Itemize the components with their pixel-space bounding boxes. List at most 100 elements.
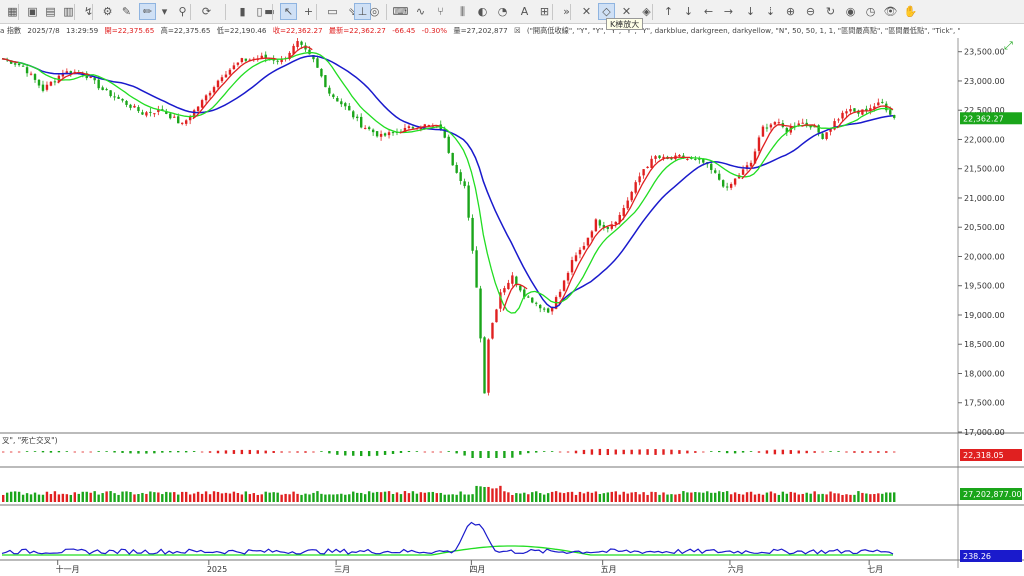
bookmark-icon[interactable]: ▥	[63, 5, 74, 18]
record-icon[interactable]: ◉	[845, 5, 856, 18]
candle-body	[817, 125, 820, 133]
compress-icon[interactable]: ✕	[621, 5, 632, 18]
macd-bar	[853, 451, 856, 453]
candle-body	[423, 124, 427, 128]
window-icon[interactable]: ▣	[27, 5, 38, 18]
clock-icon[interactable]: ◷	[865, 5, 876, 18]
candle-body	[41, 84, 45, 91]
volume-bar	[845, 494, 848, 502]
zoom-in-arrows-icon[interactable]: ✕	[581, 5, 592, 18]
rotate-icon[interactable]: ↻	[825, 5, 836, 18]
candle-body	[360, 116, 363, 128]
tools-icon[interactable]: ✎	[121, 5, 132, 18]
gann-icon[interactable]: ◐	[477, 5, 488, 18]
updown-icon[interactable]: ◈	[642, 5, 651, 18]
candle-body	[825, 132, 828, 139]
indicator-icon[interactable]: ↯	[83, 5, 94, 18]
magnify-plus-icon[interactable]: ⊕	[785, 5, 796, 18]
volume-bar	[881, 493, 884, 502]
expand-icon[interactable]: »	[563, 5, 570, 18]
fork-icon[interactable]: ⑂	[437, 5, 444, 18]
candle-body	[562, 280, 566, 291]
candle-body	[542, 308, 546, 310]
candle-body	[606, 227, 610, 229]
comment-icon[interactable]: ▭	[327, 5, 338, 18]
text-tool-icon[interactable]: A	[520, 5, 529, 18]
volume-bar	[184, 491, 188, 502]
candle	[893, 114, 896, 120]
hand-icon[interactable]: ✋	[903, 5, 918, 18]
candle	[379, 130, 383, 141]
zoom-circle-icon[interactable]: ◎	[369, 5, 380, 18]
candle	[125, 99, 128, 108]
candle-body	[184, 120, 188, 124]
chart-area[interactable]: 23,500.00 23,000.00 22,500.00 22,000.00 21,5…	[0, 38, 1024, 576]
close-box-icon[interactable]: ☒	[514, 26, 521, 35]
bar-chart-icon[interactable]: ▯	[256, 5, 263, 18]
candle	[288, 51, 291, 61]
candle	[455, 162, 458, 174]
candle	[17, 63, 21, 67]
arrow-bottom-icon[interactable]: ↓	[745, 5, 756, 18]
volume-bar	[81, 491, 84, 502]
arrow-up-icon[interactable]: ↑	[663, 5, 674, 18]
candle	[137, 105, 140, 113]
refresh-icon[interactable]: ⟳	[201, 5, 212, 18]
toolbar-separator	[570, 4, 571, 20]
grid-tool-icon[interactable]: ⊞	[539, 5, 550, 18]
arrow-right-icon[interactable]: →	[723, 5, 734, 18]
magnify-minus-icon[interactable]: ⊖	[805, 5, 816, 18]
candle-body	[598, 220, 602, 226]
arc-icon[interactable]: ◔	[497, 5, 508, 18]
chart-corner-icon[interactable]: ⤢	[1004, 39, 1013, 52]
time-tick-label: 2025	[207, 565, 227, 574]
bar-down-icon[interactable]: ⇣	[765, 5, 776, 18]
macd-bar	[415, 451, 419, 452]
volume-icon[interactable]: ▬	[264, 5, 275, 18]
volume-bar	[415, 493, 419, 502]
candle-body	[829, 128, 832, 132]
candle	[606, 226, 610, 233]
macd-bar	[837, 451, 840, 452]
time-tick-label: 七月	[867, 565, 883, 574]
crosshair-icon[interactable]: +	[303, 5, 314, 18]
candle	[503, 285, 506, 296]
candle-body	[177, 116, 180, 124]
table-icon[interactable]: ▤	[45, 5, 56, 18]
candle-body	[69, 71, 73, 74]
macd-bar	[145, 451, 148, 454]
candle	[714, 168, 717, 174]
tooltip: K棒放大	[606, 18, 644, 30]
macd-bar	[97, 451, 100, 452]
candle-body	[348, 105, 351, 111]
candle-body	[725, 186, 729, 188]
macd-bar	[161, 451, 164, 453]
macd-bar	[733, 451, 737, 454]
arrow-down-icon[interactable]: ↓	[683, 5, 694, 18]
candle	[336, 95, 339, 102]
line-tool-icon[interactable]: ⇘	[347, 5, 358, 18]
macd-bar	[121, 451, 124, 453]
hline-tool-icon[interactable]: ⊥	[354, 3, 371, 20]
volume-bar	[363, 494, 367, 502]
candle	[837, 117, 840, 123]
fib-icon[interactable]: ⫼	[459, 5, 466, 18]
candle-chart-icon[interactable]: ▮	[239, 5, 246, 18]
volume-bar	[340, 493, 343, 502]
cursor-icon[interactable]: ↖	[280, 3, 297, 20]
arrow-left-icon[interactable]: ←	[703, 5, 714, 18]
properties-icon[interactable]: ⚲	[178, 5, 187, 18]
volume-bar	[200, 493, 204, 502]
volume-bar	[554, 491, 558, 502]
dropdown-icon[interactable]: ▾	[161, 5, 168, 18]
quote-date: 2025/7/8	[27, 26, 60, 35]
macd-bar	[240, 449, 244, 455]
volume-value: 量=27,202,877	[453, 26, 508, 35]
draw-tool-icon[interactable]: ✏	[139, 3, 156, 20]
layout-icon[interactable]: ▦	[7, 5, 18, 18]
candle-body	[455, 164, 458, 173]
keyboard-icon[interactable]: ⌨	[392, 5, 409, 18]
formula-icon[interactable]: ⚙	[102, 5, 113, 18]
wave-icon[interactable]: ∿	[415, 5, 426, 18]
eye-icon[interactable]: 👁	[883, 5, 898, 18]
